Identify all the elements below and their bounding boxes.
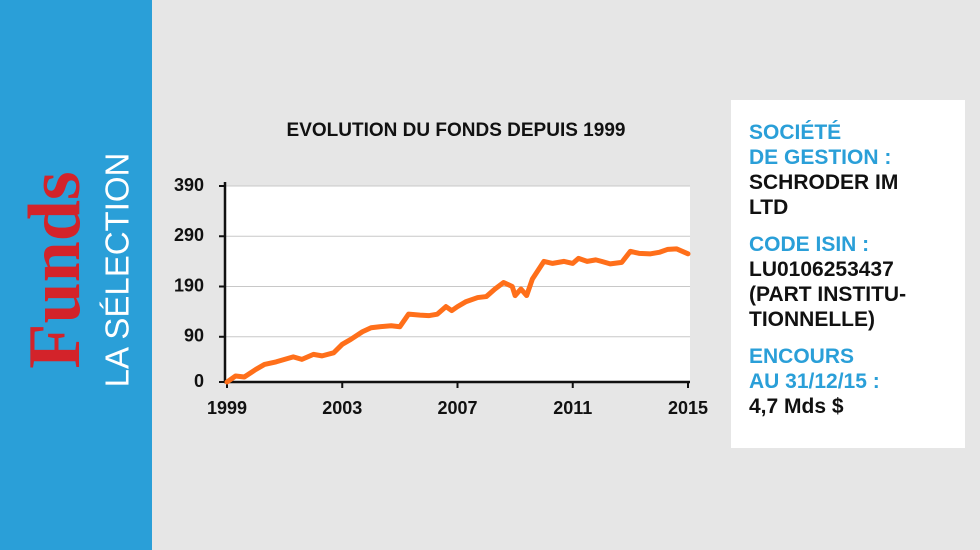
info-value-line: LTD xyxy=(749,196,789,219)
x-tick-label: 2011 xyxy=(553,398,592,418)
info-label: SOCIÉTÉ DE GESTION : xyxy=(749,120,965,170)
info-value-line: (PART INSTITU- xyxy=(749,283,907,306)
info-value-line: SCHRODER IM xyxy=(749,171,899,194)
x-tick-label: 1999 xyxy=(207,398,247,418)
info-value: LU0106253437 (PART INSTITU- TIONNELLE) xyxy=(749,257,965,332)
y-tick-label: 0 xyxy=(194,371,204,391)
y-tick-label: 390 xyxy=(174,175,204,195)
info-value: 4,7 Mds $ xyxy=(749,394,965,419)
y-tick-label: 290 xyxy=(174,225,204,245)
info-value-line: 4,7 Mds $ xyxy=(749,395,844,418)
info-label-line: SOCIÉTÉ xyxy=(749,121,842,144)
info-label-line: ENCOURS xyxy=(749,345,855,368)
x-tick-label: 2007 xyxy=(437,398,477,418)
info-label-line: AU 31/12/15 : xyxy=(749,370,880,393)
info-panel: SOCIÉTÉ DE GESTION : SCHRODER IM LTD CODE IS… xyxy=(731,100,965,448)
sidebar xyxy=(0,0,152,550)
info-value-line: LU0106253437 xyxy=(749,258,894,281)
info-label-line: CODE ISIN : xyxy=(749,233,870,256)
info-label: CODE ISIN : xyxy=(749,232,965,257)
info-label: ENCOURS AU 31/12/15 : xyxy=(749,344,965,394)
x-tick-label: 2015 xyxy=(668,398,708,418)
y-tick-label: 90 xyxy=(184,326,204,346)
info-value: SCHRODER IM LTD xyxy=(749,170,965,220)
brand: Funds xyxy=(14,171,96,368)
x-tick-label: 2003 xyxy=(322,398,362,418)
info-value-line: TIONNELLE) xyxy=(749,308,875,331)
chart-title: EVOLUTION DU FONDS DEPUIS 1999 xyxy=(287,120,626,141)
plot-area xyxy=(225,186,690,382)
y-tick-label: 190 xyxy=(174,275,204,295)
line-series xyxy=(224,246,691,385)
brand-subtitle: LA SÉLECTION xyxy=(99,153,136,388)
info-label-line: DE GESTION : xyxy=(749,146,892,169)
